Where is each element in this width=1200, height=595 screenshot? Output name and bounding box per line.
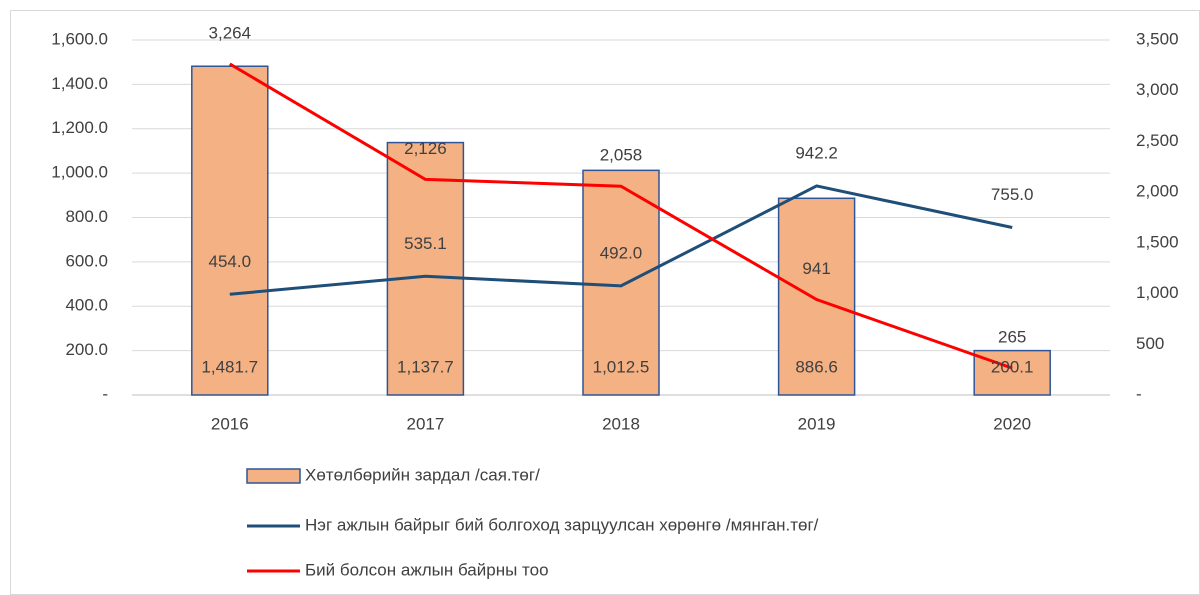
data-label: 535.1 bbox=[404, 234, 447, 253]
y-tick-label: 800.0 bbox=[65, 207, 108, 226]
y2-tick-label: 3,000 bbox=[1136, 80, 1179, 99]
data-label: 942.2 bbox=[795, 143, 838, 162]
line bbox=[229, 184, 1013, 296]
y-tick-label: 1,600.0 bbox=[51, 29, 108, 48]
data-label: 2,058 bbox=[600, 146, 643, 165]
y-tick-label: 600.0 bbox=[65, 251, 108, 270]
x-tick-label: 2020 bbox=[993, 414, 1031, 433]
y2-tick-label: 2,500 bbox=[1136, 131, 1179, 150]
y-tick-label: 400.0 bbox=[65, 296, 108, 315]
y-tick-label: 200.0 bbox=[65, 340, 108, 359]
data-label: 941 bbox=[802, 259, 830, 278]
legend-label: Хөтөлбөрийн зардал /сая.төг/ bbox=[305, 465, 540, 484]
x-tick-label: 2016 bbox=[211, 414, 249, 433]
data-label: 200.1 bbox=[991, 357, 1034, 376]
x-tick-label: 2019 bbox=[798, 414, 836, 433]
bar bbox=[777, 197, 856, 396]
y2-tick-label: 2,000 bbox=[1136, 182, 1179, 201]
y-tick-label: 1,400.0 bbox=[51, 74, 108, 93]
data-label: 886.6 bbox=[795, 357, 838, 376]
x-tick-label: 2018 bbox=[602, 414, 640, 433]
bar bbox=[386, 141, 465, 396]
y-tick-label: 1,000.0 bbox=[51, 163, 108, 182]
y-tick-label: - bbox=[102, 384, 108, 403]
bar bbox=[191, 65, 269, 396]
data-label: 3,264 bbox=[209, 23, 252, 42]
y2-tick-label: 500 bbox=[1136, 334, 1164, 353]
data-label: 265 bbox=[998, 328, 1026, 347]
bar bbox=[582, 169, 660, 396]
y2-tick-label: 1,000 bbox=[1136, 283, 1179, 302]
y2-tick-label: 1,500 bbox=[1136, 232, 1179, 251]
data-label: 492.0 bbox=[600, 243, 643, 262]
y2-tick-label: 3,500 bbox=[1136, 29, 1179, 48]
legend-swatch bbox=[246, 468, 301, 484]
y-tick-label: 1,200.0 bbox=[51, 118, 108, 137]
legend-label: Бий болсон ажлын байрны тоо bbox=[305, 560, 549, 579]
data-label: 755.0 bbox=[991, 185, 1034, 204]
y2-tick-label: - bbox=[1136, 384, 1142, 403]
data-label: 1,481.7 bbox=[201, 357, 258, 376]
data-label: 454.0 bbox=[209, 252, 252, 271]
data-label: 2,126 bbox=[404, 139, 447, 158]
data-label: 1,012.5 bbox=[593, 357, 650, 376]
x-tick-label: 2017 bbox=[406, 414, 444, 433]
legend-label: Нэг ажлын байрыг бий болгоход зарцуулсан… bbox=[305, 515, 819, 534]
line bbox=[229, 62, 1013, 370]
data-label: 1,137.7 bbox=[397, 357, 454, 376]
